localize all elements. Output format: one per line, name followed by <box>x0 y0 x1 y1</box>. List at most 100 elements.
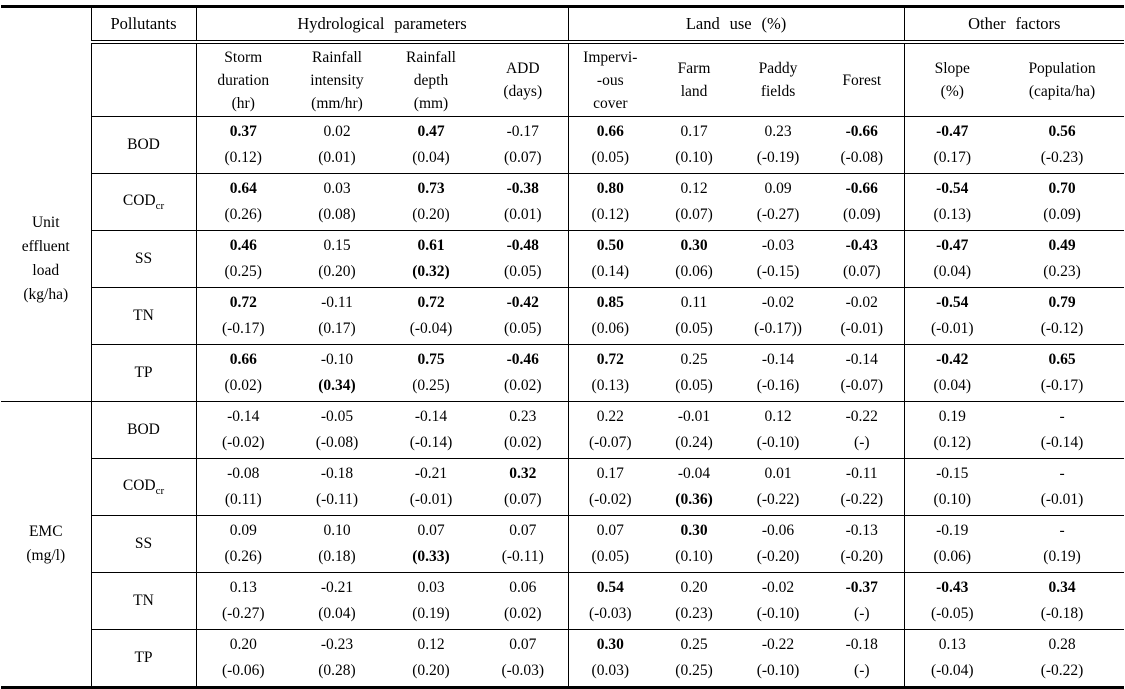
correlation-cell: 0.85 (0.06) <box>567 287 653 345</box>
header-group-row: Pollutants Hydrological parameters Land … <box>1 6 1125 44</box>
p-value: (-0.15) <box>756 263 800 280</box>
column-header-4: Impervi- -ous cover <box>567 42 653 117</box>
correlation-value: 0.23 <box>509 408 537 425</box>
p-value: (0.08) <box>318 206 356 223</box>
corner-spacer-cell <box>1 7 91 117</box>
correlation-cell: -0.21 (0.04) <box>290 572 384 630</box>
correlation-cell: 0.09 (-0.27) <box>736 173 821 231</box>
correlation-value: -0.48 <box>506 237 539 254</box>
correlation-value: 0.20 <box>229 636 257 653</box>
p-value: (0.05) <box>591 149 629 166</box>
correlation-cell: 0.09 (0.26) <box>195 515 290 573</box>
correlation-cell: 0.65 (-0.17) <box>1000 344 1125 402</box>
correlation-cell: 0.50 (0.14) <box>567 230 653 288</box>
correlation-value: 0.07 <box>509 522 537 539</box>
correlation-value: 0.72 <box>596 351 624 368</box>
correlation-cell: 0.06 (0.02) <box>478 572 569 630</box>
correlation-cell: 0.12 (0.20) <box>384 630 478 688</box>
correlation-cell: -0.10 (0.34) <box>290 344 384 402</box>
p-value: (-0.17) <box>1040 377 1084 394</box>
column-header-line: Slope <box>934 60 970 77</box>
pollutant-cell: CODcr <box>90 458 196 516</box>
correlation-value: 0.11 <box>680 294 708 311</box>
data-row-codcr: CODcr 0.64 (0.26) 0.03 (0.08) 0.73 (0.20) -0.38… <box>1 173 1125 231</box>
p-value: (-0.10) <box>756 605 800 622</box>
correlation-cell: 0.22 (-0.07) <box>567 401 653 459</box>
column-header-line: (days) <box>503 83 543 100</box>
correlation-value: 0.32 <box>509 465 537 482</box>
column-header-line: (mm) <box>413 94 449 112</box>
hydrological-parameters-group-header: Hydrological parameters <box>195 6 569 44</box>
pollutant-cell: TP <box>90 629 196 688</box>
correlation-value: -0.10 <box>320 351 354 368</box>
correlation-value: 0.49 <box>1048 237 1076 254</box>
data-row-codcr: CODcr -0.08 (0.11) -0.18 (-0.11) -0.21 (-0.01)… <box>1 458 1125 516</box>
correlation-cell: -0.42 (0.04) <box>903 344 1001 402</box>
correlation-value: -0.18 <box>320 465 354 482</box>
p-value: (0.17) <box>933 149 971 166</box>
correlation-cell: -0.43 (0.07) <box>820 230 905 288</box>
p-value: (-0.04) <box>930 662 974 679</box>
p-value: (0.06) <box>591 320 629 337</box>
p-value: (0.07) <box>504 149 542 166</box>
correlation-value: 0.34 <box>1048 579 1076 596</box>
column-header-line: Paddy <box>758 60 798 77</box>
pollutant-subscript: cr <box>155 200 165 213</box>
correlation-cell: 0.32 (0.07) <box>478 458 569 516</box>
data-row-tp: TP 0.66 (0.02) -0.10 (0.34) 0.75 (0.25) -0.46 (0… <box>1 344 1125 402</box>
correlation-value: 0.22 <box>596 408 624 425</box>
correlation-value: 0.13 <box>229 579 257 596</box>
column-header-7: Forest <box>820 42 905 117</box>
correlation-value: 0.65 <box>1048 351 1076 368</box>
correlation-cell: 0.70 (0.09) <box>1000 173 1125 231</box>
p-value: (0.23) <box>1043 263 1081 280</box>
correlation-value: -0.15 <box>936 465 969 482</box>
correlation-cell: 0.25 (0.05) <box>652 344 737 402</box>
correlation-cell: 0.17 (-0.02) <box>567 458 653 516</box>
correlation-value: -0.46 <box>506 351 539 368</box>
column-header-6: Paddy fields <box>736 42 821 117</box>
correlation-value: 0.03 <box>323 180 351 197</box>
correlation-value: 0.12 <box>417 636 445 653</box>
correlation-value: -0.11 <box>321 294 353 311</box>
correlation-value: -0.47 <box>936 123 969 140</box>
p-value: (0.13) <box>591 377 629 394</box>
correlation-cell: 0.20 (0.23) <box>652 572 737 630</box>
pollutants-subheader-spacer <box>90 42 196 117</box>
correlation-value: -0.43 <box>845 237 878 254</box>
p-value: (-0.20) <box>840 548 884 565</box>
p-value: (-0.14) <box>1040 434 1084 451</box>
correlation-cell: -0.14 (-0.07) <box>820 344 905 402</box>
p-value: (0.14) <box>591 263 629 280</box>
column-header-line: ADD <box>505 60 540 77</box>
correlation-value: -0.42 <box>506 294 539 311</box>
correlation-cell: -0.21 (-0.01) <box>384 458 478 516</box>
correlation-value: 0.54 <box>596 579 624 596</box>
column-header-5: Farm land <box>652 42 737 117</box>
correlation-value: -0.66 <box>845 180 878 197</box>
correlation-cell: -0.02 (-0.01) <box>820 287 905 345</box>
correlation-value: - <box>1059 522 1065 539</box>
correlation-value: -0.01 <box>677 408 711 425</box>
correlation-value: -0.02 <box>845 294 878 311</box>
p-value: (0.04) <box>933 377 971 394</box>
pollutant-cell: SS <box>90 230 196 288</box>
p-value: (-0.14) <box>409 434 453 451</box>
correlation-cell: 0.20 (-0.06) <box>195 629 290 688</box>
correlation-value: -0.13 <box>845 522 878 539</box>
correlation-cell: 0.79 (-0.12) <box>1000 287 1125 345</box>
correlation-value: -0.21 <box>320 579 354 596</box>
p-value: (-0.16) <box>756 377 800 394</box>
correlation-cell: 0.03 (0.19) <box>384 572 478 630</box>
p-value: (0.06) <box>933 548 971 565</box>
correlation-value: 0.06 <box>509 579 537 596</box>
correlation-cell: 0.34 (-0.18) <box>1000 572 1125 630</box>
correlation-value: 0.12 <box>680 180 708 197</box>
correlation-cell: 0.80 (0.12) <box>567 173 653 231</box>
column-header-line: intensity <box>310 71 364 89</box>
correlation-cell: 0.12 (0.07) <box>652 173 737 231</box>
correlation-cell: -0.38 (0.01) <box>478 173 569 231</box>
correlation-value: 0.37 <box>229 123 257 140</box>
p-value: (0.07) <box>675 206 713 223</box>
correlation-value: 0.13 <box>938 636 966 653</box>
